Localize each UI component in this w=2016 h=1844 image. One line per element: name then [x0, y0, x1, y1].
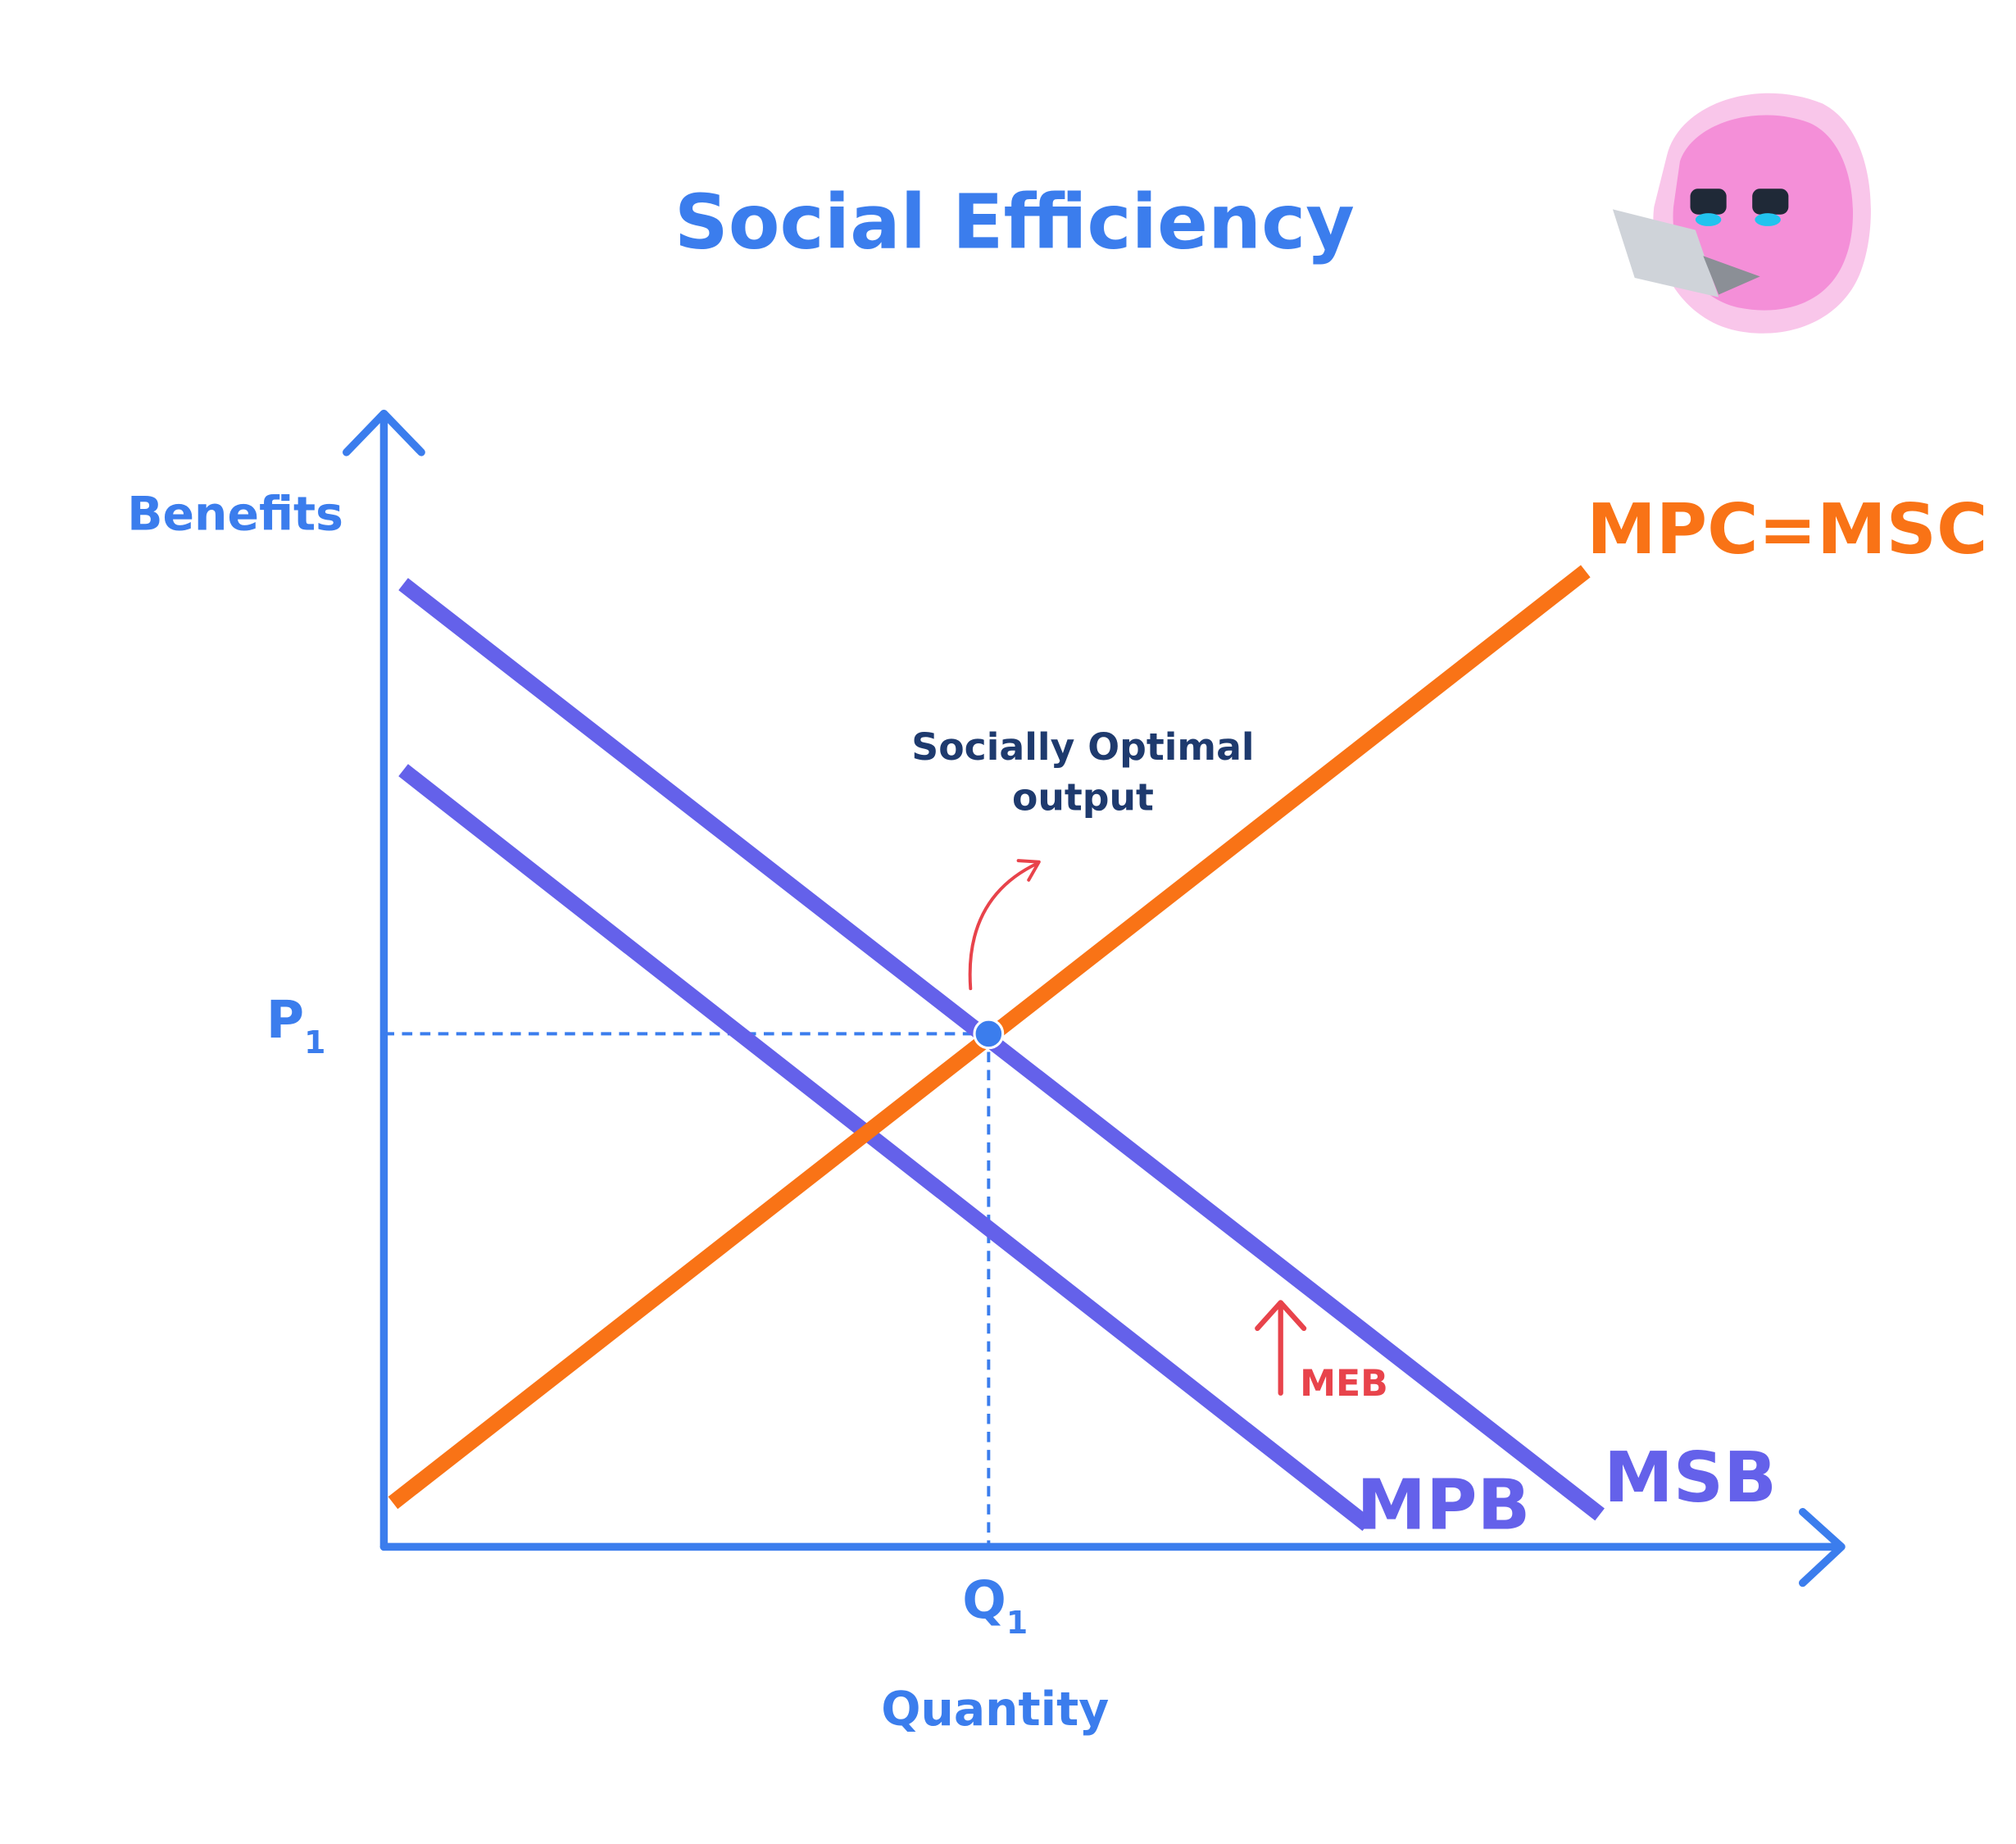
x-axis-label: Quantity [881, 1683, 1109, 1737]
annotation-line: Socially Optimal [911, 725, 1254, 769]
mpb-label: MPB [1356, 1465, 1530, 1546]
supply-label: MPC=MSC [1587, 489, 1987, 570]
msb-label: MSB [1604, 1438, 1777, 1519]
y-axis-arrow [342, 409, 425, 456]
equilibrium-point [973, 1018, 1005, 1050]
price-subscript: 1 [304, 1024, 325, 1061]
quantity-marker: Q1 [962, 1569, 1028, 1641]
mascot [1612, 93, 1871, 334]
msb-curve [398, 578, 1605, 1521]
mpb-curve [398, 764, 1373, 1531]
quantity-subscript: 1 [1006, 1605, 1028, 1641]
shift-label: MEB [1300, 1363, 1388, 1405]
annotation-line: output [1012, 776, 1154, 820]
annotation-arrowhead [1016, 859, 1041, 882]
title: Social Efficiency [674, 179, 1355, 266]
annotation-arrow [968, 861, 1040, 991]
price-letter: P [266, 989, 304, 1050]
shift-arrowhead [1255, 1300, 1307, 1332]
y-axis-label: Benefits [127, 487, 343, 541]
x-axis-arrow [1798, 1508, 1846, 1587]
price-marker: P1 [266, 989, 326, 1061]
quantity-letter: Q [962, 1569, 1006, 1630]
